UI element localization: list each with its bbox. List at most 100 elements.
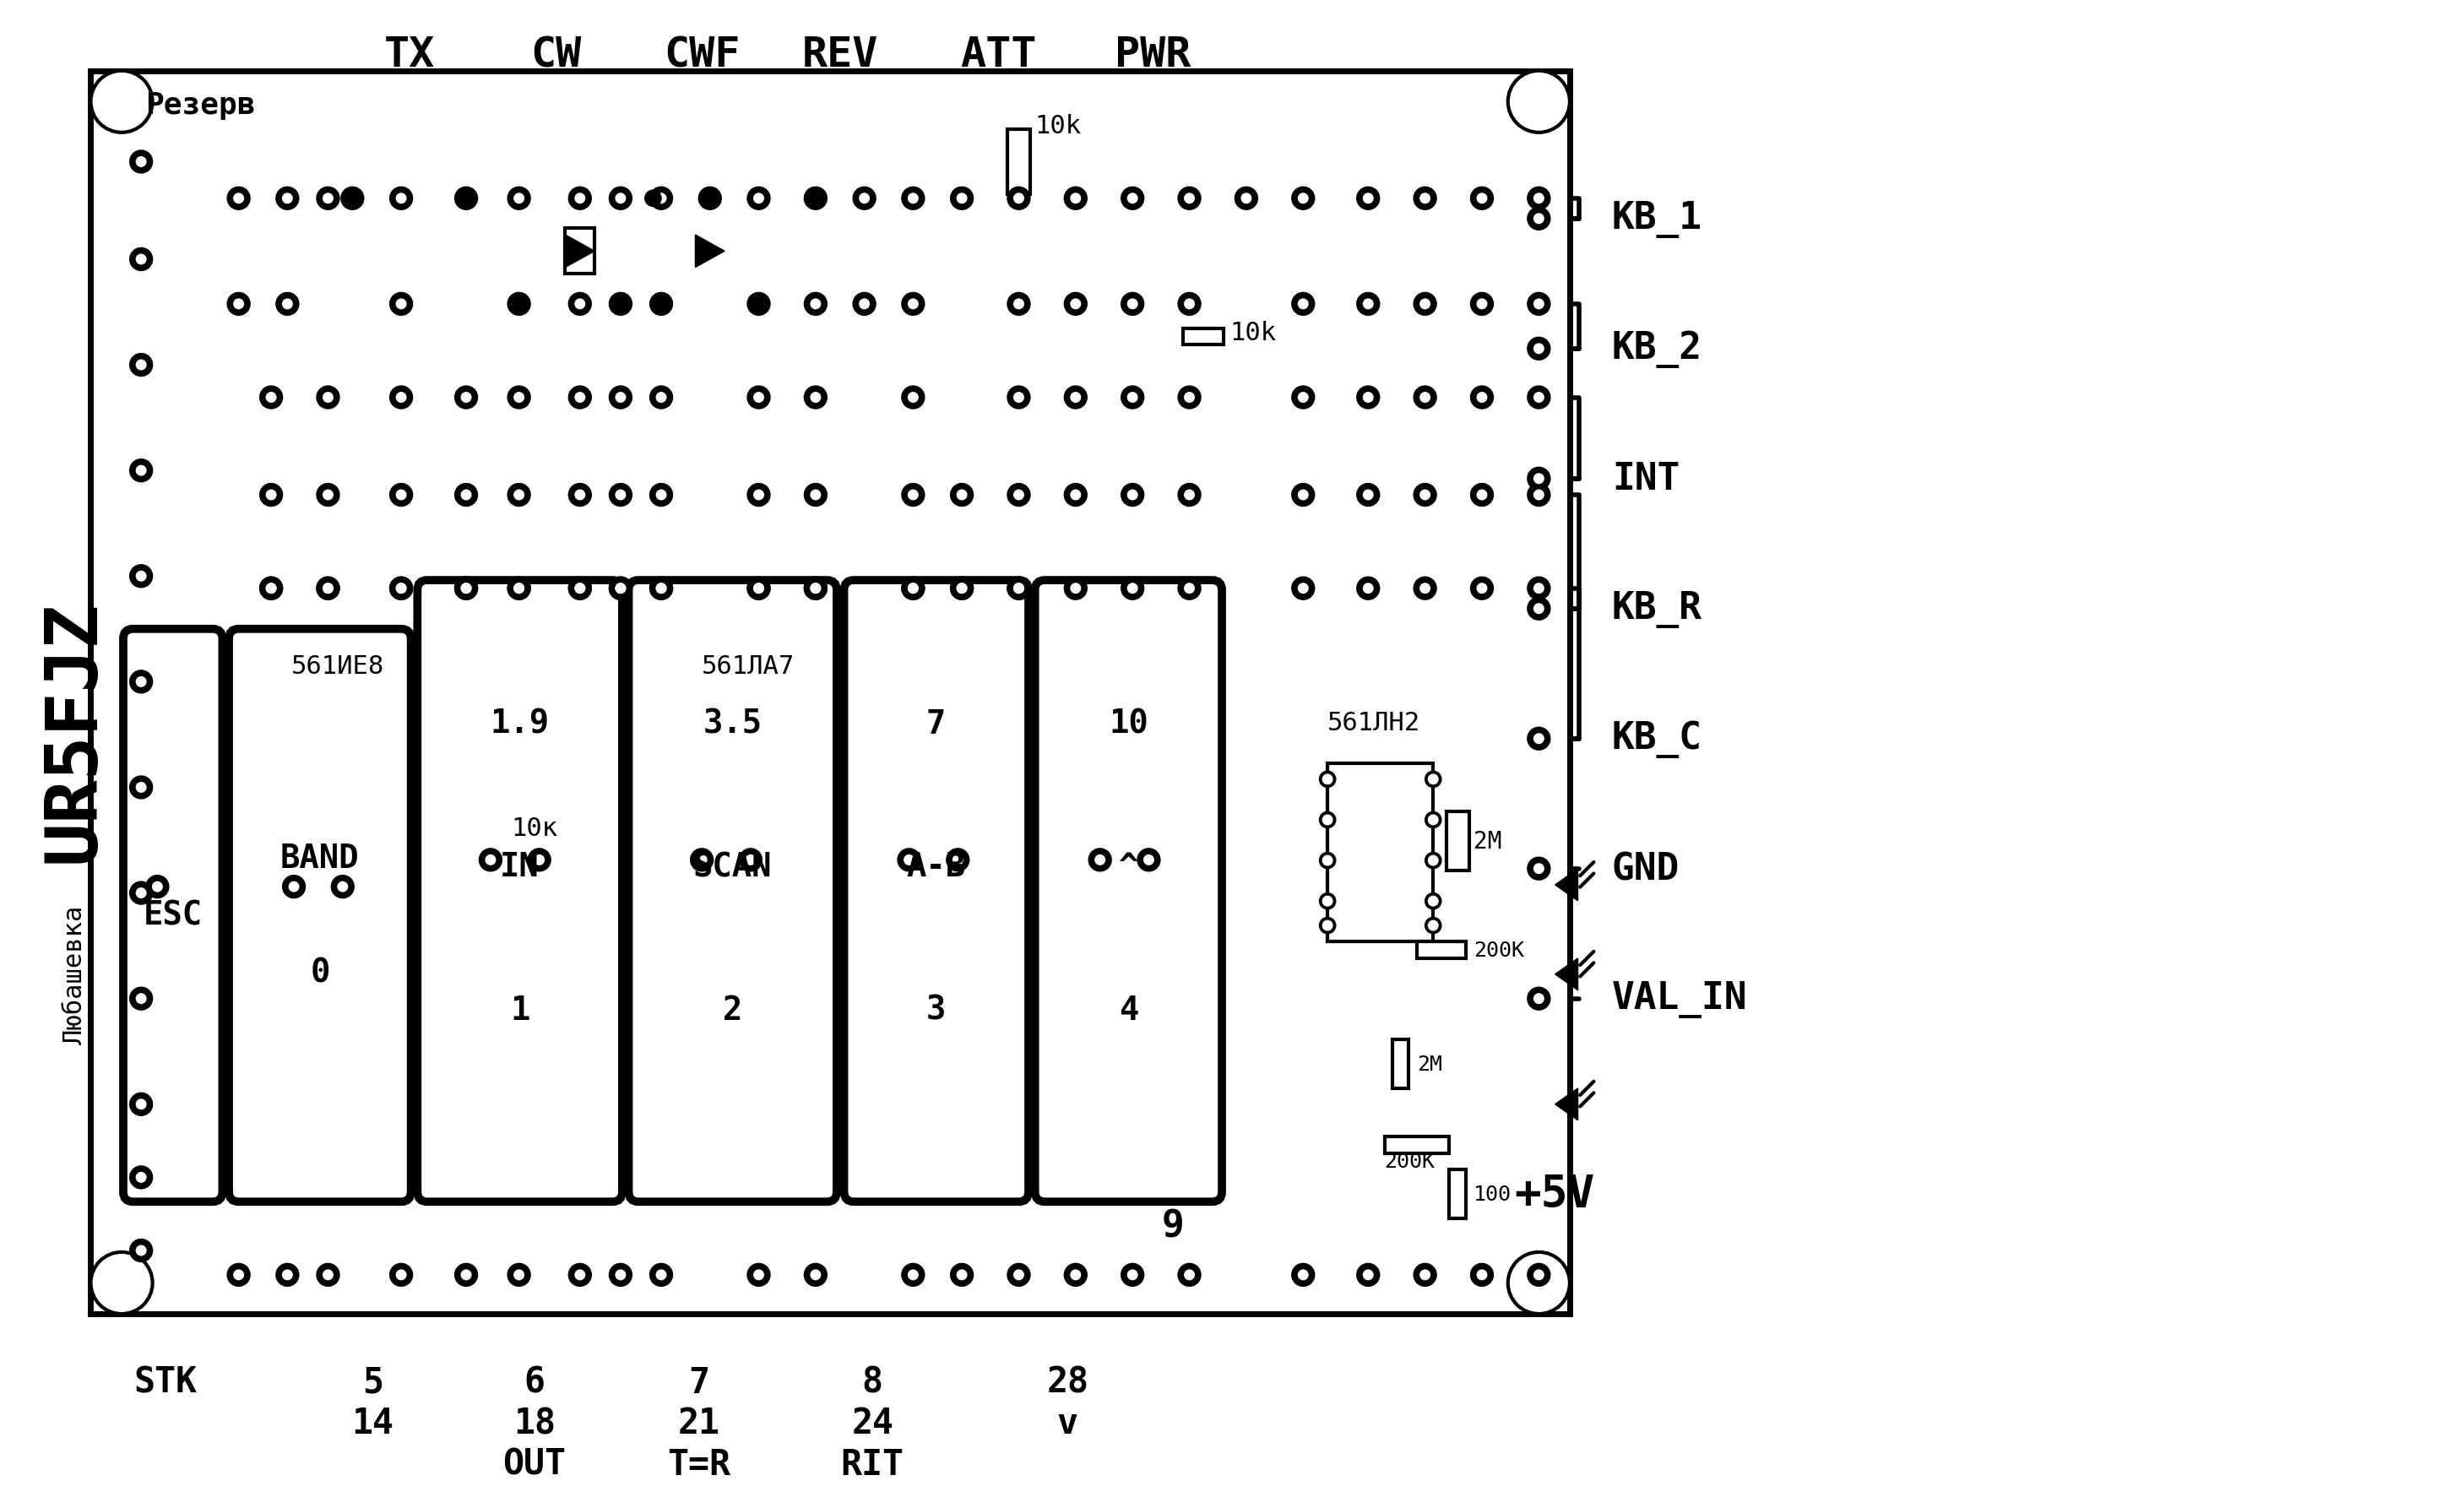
Circle shape xyxy=(811,491,821,500)
Circle shape xyxy=(318,386,340,409)
Circle shape xyxy=(389,386,411,409)
Circle shape xyxy=(318,578,340,600)
Circle shape xyxy=(909,584,919,594)
Circle shape xyxy=(227,1263,249,1286)
Circle shape xyxy=(323,584,333,594)
Circle shape xyxy=(389,578,411,600)
Circle shape xyxy=(803,187,828,210)
Circle shape xyxy=(1089,849,1111,871)
Text: 7: 7 xyxy=(926,708,946,740)
Circle shape xyxy=(811,394,821,403)
Circle shape xyxy=(283,299,293,310)
Circle shape xyxy=(276,1263,298,1286)
Circle shape xyxy=(1535,299,1542,310)
Circle shape xyxy=(136,254,145,265)
Circle shape xyxy=(1363,584,1372,594)
Circle shape xyxy=(131,988,153,1010)
Circle shape xyxy=(1299,584,1308,594)
Circle shape xyxy=(1129,299,1138,310)
Circle shape xyxy=(131,777,153,799)
Circle shape xyxy=(655,195,665,204)
Circle shape xyxy=(655,299,665,310)
Polygon shape xyxy=(1555,870,1577,901)
Circle shape xyxy=(1528,578,1550,600)
Circle shape xyxy=(461,195,471,204)
Circle shape xyxy=(1291,578,1313,600)
Circle shape xyxy=(1419,1269,1429,1280)
Circle shape xyxy=(697,855,707,865)
Circle shape xyxy=(1535,734,1542,744)
Circle shape xyxy=(1299,299,1308,310)
Circle shape xyxy=(1535,394,1542,403)
Circle shape xyxy=(397,584,407,594)
Circle shape xyxy=(1008,386,1030,409)
Circle shape xyxy=(752,296,766,313)
Circle shape xyxy=(754,491,764,500)
Circle shape xyxy=(1535,994,1542,1003)
Circle shape xyxy=(574,299,584,310)
Circle shape xyxy=(1178,293,1200,316)
Circle shape xyxy=(136,361,145,370)
Circle shape xyxy=(131,355,153,377)
Circle shape xyxy=(616,584,626,594)
Circle shape xyxy=(1129,394,1138,403)
Text: GND: GND xyxy=(1611,850,1680,888)
Circle shape xyxy=(1363,491,1372,500)
Circle shape xyxy=(954,855,963,865)
Circle shape xyxy=(283,195,293,204)
Circle shape xyxy=(1528,187,1550,210)
Circle shape xyxy=(811,299,821,310)
Circle shape xyxy=(609,484,631,506)
Circle shape xyxy=(803,578,828,600)
Circle shape xyxy=(1064,293,1087,316)
Circle shape xyxy=(276,187,298,210)
Circle shape xyxy=(609,187,631,210)
Circle shape xyxy=(803,386,828,409)
Circle shape xyxy=(136,888,145,898)
Circle shape xyxy=(754,195,764,204)
Circle shape xyxy=(646,190,660,207)
Circle shape xyxy=(389,484,411,506)
Circle shape xyxy=(1363,299,1372,310)
Circle shape xyxy=(1178,1263,1200,1286)
Circle shape xyxy=(1121,386,1143,409)
Circle shape xyxy=(456,484,478,506)
Circle shape xyxy=(904,855,914,865)
Circle shape xyxy=(1419,299,1429,310)
Circle shape xyxy=(1008,187,1030,210)
Circle shape xyxy=(259,578,283,600)
Text: STK: STK xyxy=(133,1364,197,1400)
Circle shape xyxy=(136,677,145,687)
Circle shape xyxy=(1121,484,1143,506)
Circle shape xyxy=(569,187,591,210)
Circle shape xyxy=(515,1269,525,1280)
Circle shape xyxy=(1414,578,1437,600)
Circle shape xyxy=(1358,1263,1380,1286)
Circle shape xyxy=(1013,584,1023,594)
Circle shape xyxy=(259,386,283,409)
Circle shape xyxy=(909,394,919,403)
Circle shape xyxy=(653,296,670,313)
Circle shape xyxy=(1129,195,1138,204)
Circle shape xyxy=(1129,491,1138,500)
Circle shape xyxy=(1178,484,1200,506)
Circle shape xyxy=(1013,1269,1023,1280)
Circle shape xyxy=(136,1172,145,1183)
Circle shape xyxy=(318,1263,340,1286)
Circle shape xyxy=(1318,853,1335,868)
Circle shape xyxy=(609,386,631,409)
Circle shape xyxy=(136,1246,145,1256)
Circle shape xyxy=(340,187,365,210)
Circle shape xyxy=(515,584,525,594)
Circle shape xyxy=(508,293,530,316)
Text: KB_1: KB_1 xyxy=(1611,201,1703,238)
Circle shape xyxy=(1535,214,1542,225)
Circle shape xyxy=(1013,584,1023,594)
Circle shape xyxy=(1476,195,1486,204)
Circle shape xyxy=(1358,386,1380,409)
Circle shape xyxy=(655,584,665,594)
Circle shape xyxy=(1528,858,1550,880)
Circle shape xyxy=(91,1251,153,1314)
Circle shape xyxy=(574,1269,584,1280)
Circle shape xyxy=(747,578,771,600)
